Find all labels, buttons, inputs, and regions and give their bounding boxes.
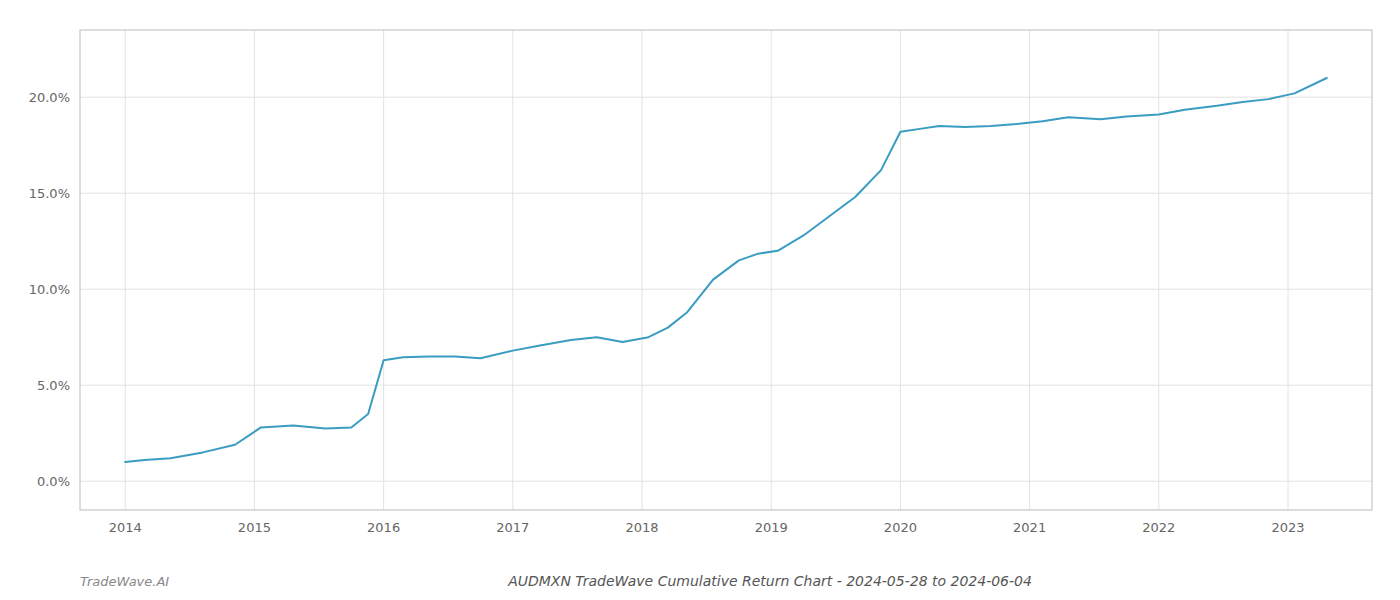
y-tick-label: 20.0% — [29, 90, 70, 105]
y-grid-line — [80, 193, 1372, 194]
x-tick-label: 2015 — [238, 520, 271, 535]
x-grid-line — [512, 30, 513, 510]
x-grid-line — [642, 30, 643, 510]
x-tick-label: 2017 — [496, 520, 529, 535]
background — [0, 0, 1400, 600]
x-tick-label: 2016 — [367, 520, 400, 535]
x-tick-label: 2018 — [625, 520, 658, 535]
x-grid-line — [125, 30, 126, 510]
y-tick-label: 5.0% — [37, 378, 70, 393]
x-tick-label: 2023 — [1271, 520, 1304, 535]
y-grid-line — [80, 289, 1372, 290]
x-tick-label: 2014 — [109, 520, 142, 535]
y-tick-label: 0.0% — [37, 474, 70, 489]
y-grid-line — [80, 481, 1372, 482]
grid — [80, 30, 1372, 510]
x-tick-label: 2021 — [1013, 520, 1046, 535]
x-grid-line — [1288, 30, 1289, 510]
x-grid-line — [383, 30, 384, 510]
y-grid-line — [80, 385, 1372, 386]
x-grid-line — [1158, 30, 1159, 510]
y-grid-line — [80, 97, 1372, 98]
y-tick-label: 10.0% — [29, 282, 70, 297]
return-line — [125, 78, 1327, 462]
data-layer — [125, 78, 1327, 462]
x-grid-line — [254, 30, 255, 510]
watermark: TradeWave.AI — [80, 574, 169, 589]
x-grid-line — [771, 30, 772, 510]
plot-frame — [80, 30, 1372, 510]
chart: 2014 2015 2016 2017 2018 2019 2020 2021 2022 2023… — [0, 0, 1400, 600]
axes: 2014 2015 2016 2017 2018 2019 2020 2021 2022 2023… — [29, 30, 1372, 535]
title: AUDMXN TradeWave Cumulative Return Chart… — [507, 573, 1032, 589]
x-tick-label: 2019 — [755, 520, 788, 535]
x-grid-line — [1029, 30, 1030, 510]
x-tick-label: 2022 — [1142, 520, 1175, 535]
x-tick-label: 2020 — [884, 520, 917, 535]
x-grid-line — [900, 30, 901, 510]
y-tick-label: 15.0% — [29, 186, 70, 201]
